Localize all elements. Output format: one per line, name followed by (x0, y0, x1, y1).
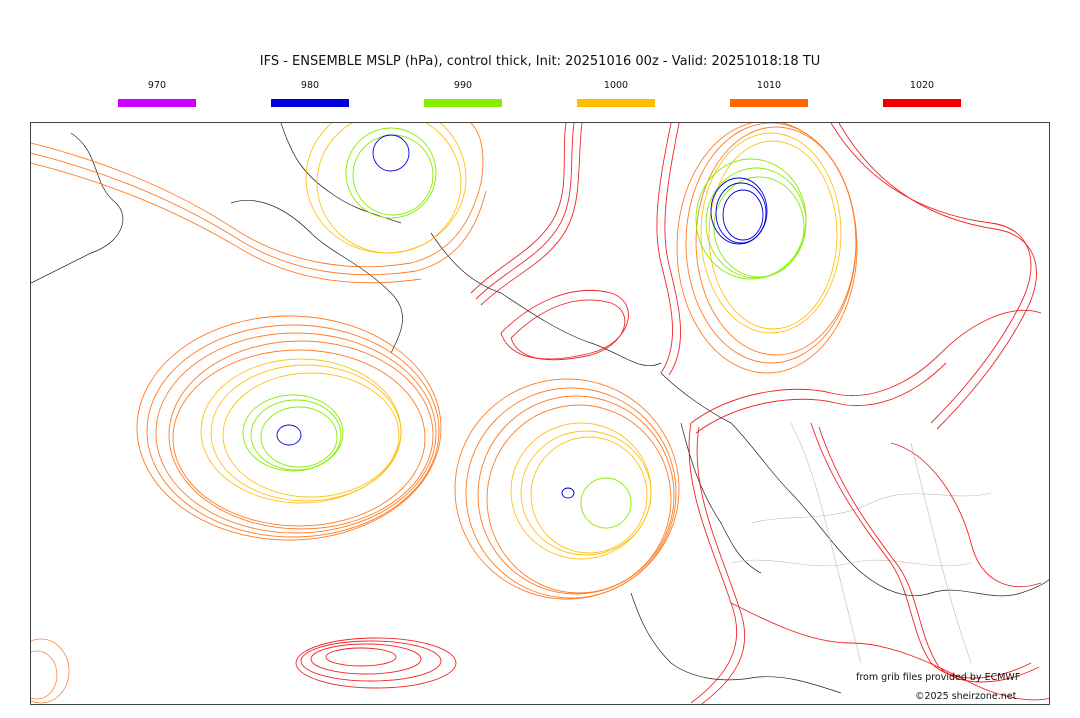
legend-swatch (730, 99, 808, 107)
copyright-credit: ©2025 sheirzone.net (915, 691, 1017, 702)
legend-label: 980 (300, 80, 320, 91)
isobar-1010-bottom-left (31, 638, 70, 704)
isobar-1000 (200, 123, 842, 560)
legend-swatch (271, 99, 349, 107)
legend-label: 1020 (909, 80, 935, 91)
legend-item-1020: 1020 (883, 80, 961, 107)
legend-item-970: 970 (118, 80, 196, 107)
legend-label: 1000 (603, 80, 629, 91)
legend-item-1010: 1010 (730, 80, 808, 107)
legend-swatch (118, 99, 196, 107)
legend-item-990: 990 (424, 80, 502, 107)
legend-label: 1010 (756, 80, 782, 91)
chart-title: IFS - ENSEMBLE MSLP (hPa), control thick… (259, 54, 821, 69)
isobar-legend: 970 980 990 1000 1010 1020 (0, 80, 1080, 110)
map-canvas (31, 123, 1049, 704)
map-panel (30, 122, 1050, 705)
isobar-980 (276, 134, 768, 499)
isobar-1020-highs (295, 123, 1049, 704)
legend-item-1000: 1000 (577, 80, 655, 107)
legend-swatch (424, 99, 502, 107)
legend-item-980: 980 (271, 80, 349, 107)
legend-swatch (883, 99, 961, 107)
legend-label: 990 (453, 80, 473, 91)
legend-swatch (577, 99, 655, 107)
isobar-1010-lows (31, 123, 858, 600)
legend-label: 970 (147, 80, 167, 91)
coastlines (31, 123, 1049, 694)
data-source-credit: from grib files provided by ECMWF (856, 672, 1021, 683)
country-borders (730, 422, 992, 664)
